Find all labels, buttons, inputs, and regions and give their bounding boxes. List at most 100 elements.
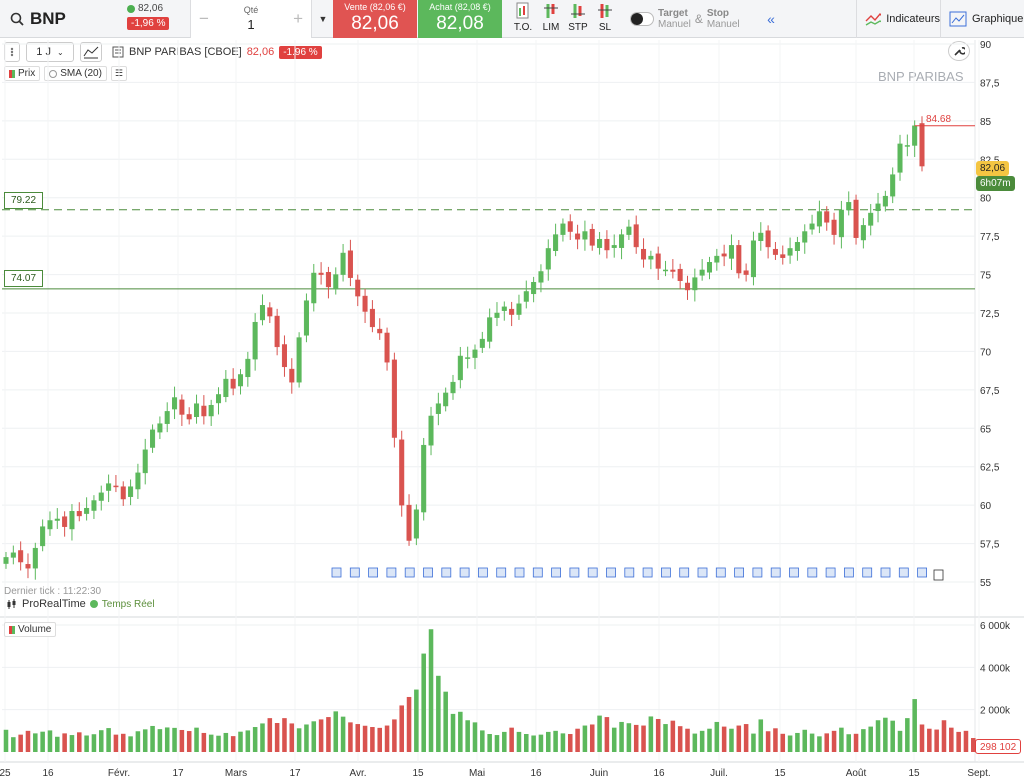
volume-bar xyxy=(831,730,837,752)
candle-body xyxy=(692,277,698,291)
event-icon xyxy=(825,567,836,578)
candle-body xyxy=(421,444,427,513)
volume-bar xyxy=(949,727,954,752)
event-icon xyxy=(752,567,763,578)
candle-body xyxy=(904,145,910,147)
hline-label-upper[interactable]: 79.22 xyxy=(4,192,44,209)
change-badge: -1,96 % xyxy=(127,17,170,30)
volume-bar xyxy=(91,734,97,752)
volume-bar xyxy=(699,730,705,752)
volume-bar xyxy=(421,653,426,752)
candle-body xyxy=(443,392,449,407)
candle-body xyxy=(25,564,31,569)
order-stp-icon xyxy=(571,4,585,18)
chevron-down-icon: ⌄ xyxy=(56,47,64,57)
target-stop-group[interactable]: Target Manuel & Stop Manuel xyxy=(628,0,750,38)
volume-bar xyxy=(355,724,361,752)
candle-body xyxy=(853,199,859,238)
candle-body xyxy=(91,500,97,511)
chevron-down-icon[interactable]: ▼ xyxy=(318,14,328,24)
volume-bar xyxy=(472,722,478,752)
xtick-label: Sept. xyxy=(967,768,990,779)
qty-increase-button[interactable]: + xyxy=(293,9,303,28)
order-type-lim-label: LIM xyxy=(542,22,560,33)
xtick-label: 16 xyxy=(42,768,54,779)
xtick-label: Juin xyxy=(590,768,608,779)
candle-body xyxy=(611,245,617,248)
indicators-icon xyxy=(865,12,882,26)
volume-bar xyxy=(3,729,9,752)
period-select[interactable]: 1 J ⌄ xyxy=(26,42,74,62)
volume-bar xyxy=(875,720,881,752)
ytick-label: 70 xyxy=(980,347,992,358)
volume-bar xyxy=(729,728,734,752)
volume-bar xyxy=(817,736,822,752)
volume-bar xyxy=(905,718,910,752)
settings-wrench-button[interactable] xyxy=(948,41,970,61)
volume-bar xyxy=(707,728,712,752)
candle-body xyxy=(589,228,595,246)
candle-body xyxy=(369,308,375,328)
symbol-name: BNP xyxy=(30,9,66,28)
indicators-button[interactable]: Indicateurs xyxy=(856,0,940,38)
candle-body xyxy=(516,303,522,315)
legend-price[interactable]: Prix xyxy=(4,66,41,81)
target-toggle[interactable] xyxy=(630,12,654,26)
order-type-stp-button[interactable]: STP xyxy=(564,0,592,38)
ytick-label: 67,5 xyxy=(980,386,1000,397)
watermark: BNP PARIBAS xyxy=(878,69,964,84)
candle-body xyxy=(662,269,669,272)
options-handle[interactable] xyxy=(4,42,20,62)
event-icon xyxy=(898,567,909,578)
candle-body xyxy=(333,274,339,290)
candle-body xyxy=(259,305,266,321)
volume-bar xyxy=(655,718,661,752)
candle-body xyxy=(655,253,661,269)
candle-body xyxy=(912,125,918,146)
volume-bar xyxy=(238,731,243,752)
candle-body xyxy=(47,520,53,530)
order-type-to-button[interactable]: T.O. xyxy=(509,0,537,38)
candle-body xyxy=(413,509,419,539)
candle-body xyxy=(882,195,888,207)
legend-list-button[interactable]: ☰ xyxy=(110,66,127,81)
legend-sma-label: SMA (20) xyxy=(60,68,102,79)
candle-body xyxy=(619,234,625,248)
candle-body xyxy=(245,358,251,378)
candle-body xyxy=(780,254,786,258)
volume-bar xyxy=(567,734,573,752)
qty-decrease-button[interactable]: − xyxy=(199,9,209,28)
order-type-lim-button[interactable]: LIM xyxy=(537,0,565,38)
chart-style-button[interactable] xyxy=(80,42,102,62)
candle-body xyxy=(831,219,837,235)
quantity-stepper[interactable]: − Qté 1 + xyxy=(190,0,312,38)
xtick-label: Févr. xyxy=(108,768,130,779)
qty-input[interactable]: 1 xyxy=(247,17,255,32)
candle-body xyxy=(743,270,749,275)
legend-volume[interactable]: Volume xyxy=(4,622,57,637)
candle-body xyxy=(347,250,353,278)
candle-body xyxy=(897,143,903,173)
volume-bar xyxy=(208,734,214,752)
hline-label-lower[interactable]: 74.07 xyxy=(4,270,44,287)
collapse-chevron-icon[interactable]: « xyxy=(767,11,775,27)
legend-sma[interactable]: SMA (20) xyxy=(44,66,107,81)
order-type-sl-button[interactable]: SL xyxy=(591,0,619,38)
volume-bar xyxy=(546,731,551,752)
last-price: 82,06 xyxy=(138,3,164,14)
ytick-label: 80 xyxy=(980,194,992,205)
candle-body xyxy=(677,268,683,281)
candle-body xyxy=(772,248,778,255)
symbol-search[interactable]: BNP xyxy=(0,0,125,38)
candle-timer-tag: 6h07m xyxy=(976,176,1015,191)
chart-button[interactable]: Graphique xyxy=(940,0,1024,38)
volume-bar xyxy=(428,629,434,752)
ytick-label: 87,5 xyxy=(980,78,1000,89)
buy-button[interactable]: Achat (82,08 €) 82,08 xyxy=(418,0,502,38)
realtime-dot-icon xyxy=(89,600,98,608)
event-icon xyxy=(331,567,342,578)
volume-bar xyxy=(333,711,339,752)
sell-button[interactable]: Vente (82,06 €) 82,06 xyxy=(333,0,417,38)
volume-bar xyxy=(304,724,309,752)
